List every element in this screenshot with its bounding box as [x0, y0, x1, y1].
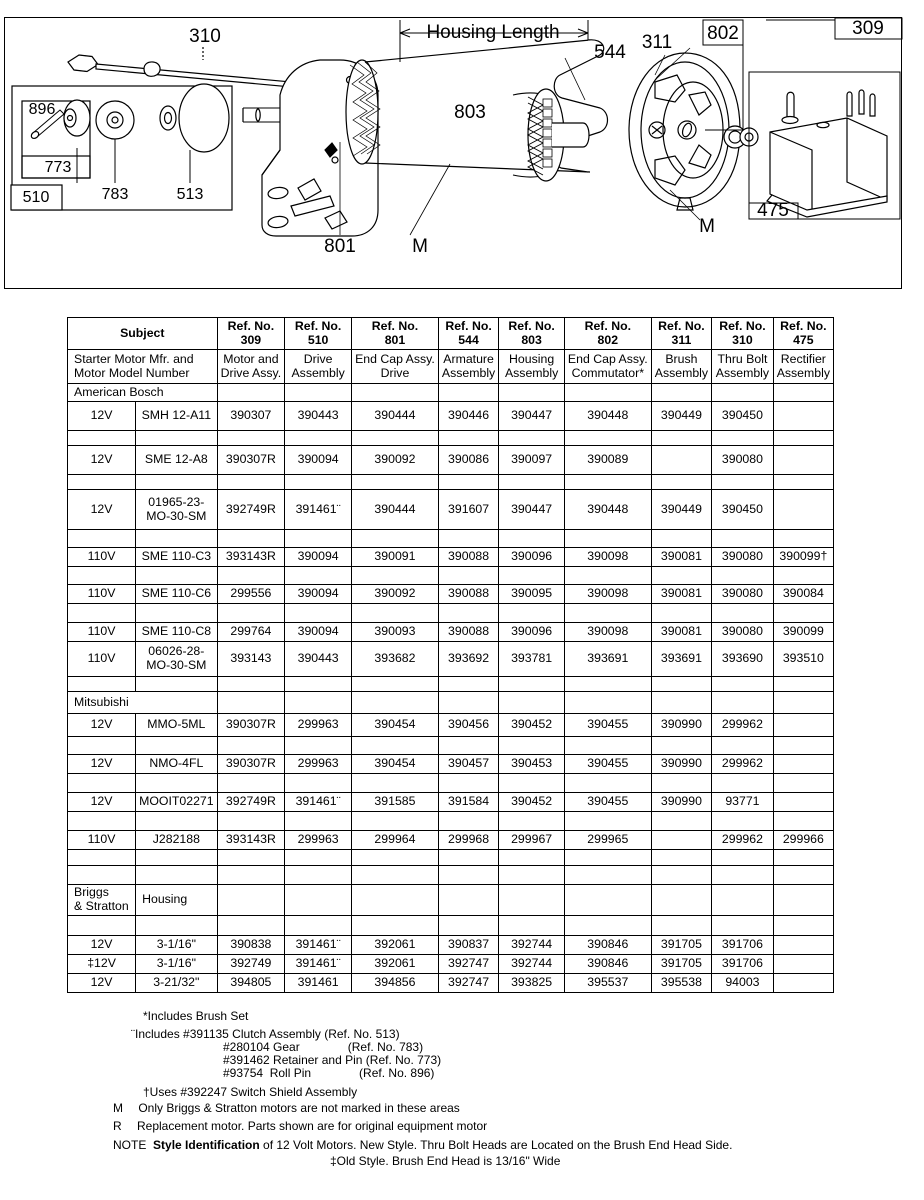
svg-text:310: 310	[189, 26, 221, 47]
svg-text:M: M	[412, 236, 428, 257]
svg-text:802: 802	[707, 23, 739, 44]
svg-text:510: 510	[23, 189, 50, 206]
svg-text:801: 801	[324, 236, 356, 257]
svg-text:311: 311	[642, 32, 672, 53]
svg-text:475: 475	[757, 200, 789, 221]
svg-text:896: 896	[29, 101, 56, 118]
svg-text:803: 803	[454, 102, 486, 123]
svg-text:773: 773	[45, 159, 72, 176]
svg-text:544: 544	[594, 42, 626, 63]
svg-text:Housing Length: Housing Length	[426, 22, 559, 43]
svg-text:M: M	[699, 216, 715, 237]
svg-text:309: 309	[852, 18, 884, 39]
svg-text:783: 783	[102, 186, 129, 203]
svg-text:513: 513	[177, 186, 204, 203]
